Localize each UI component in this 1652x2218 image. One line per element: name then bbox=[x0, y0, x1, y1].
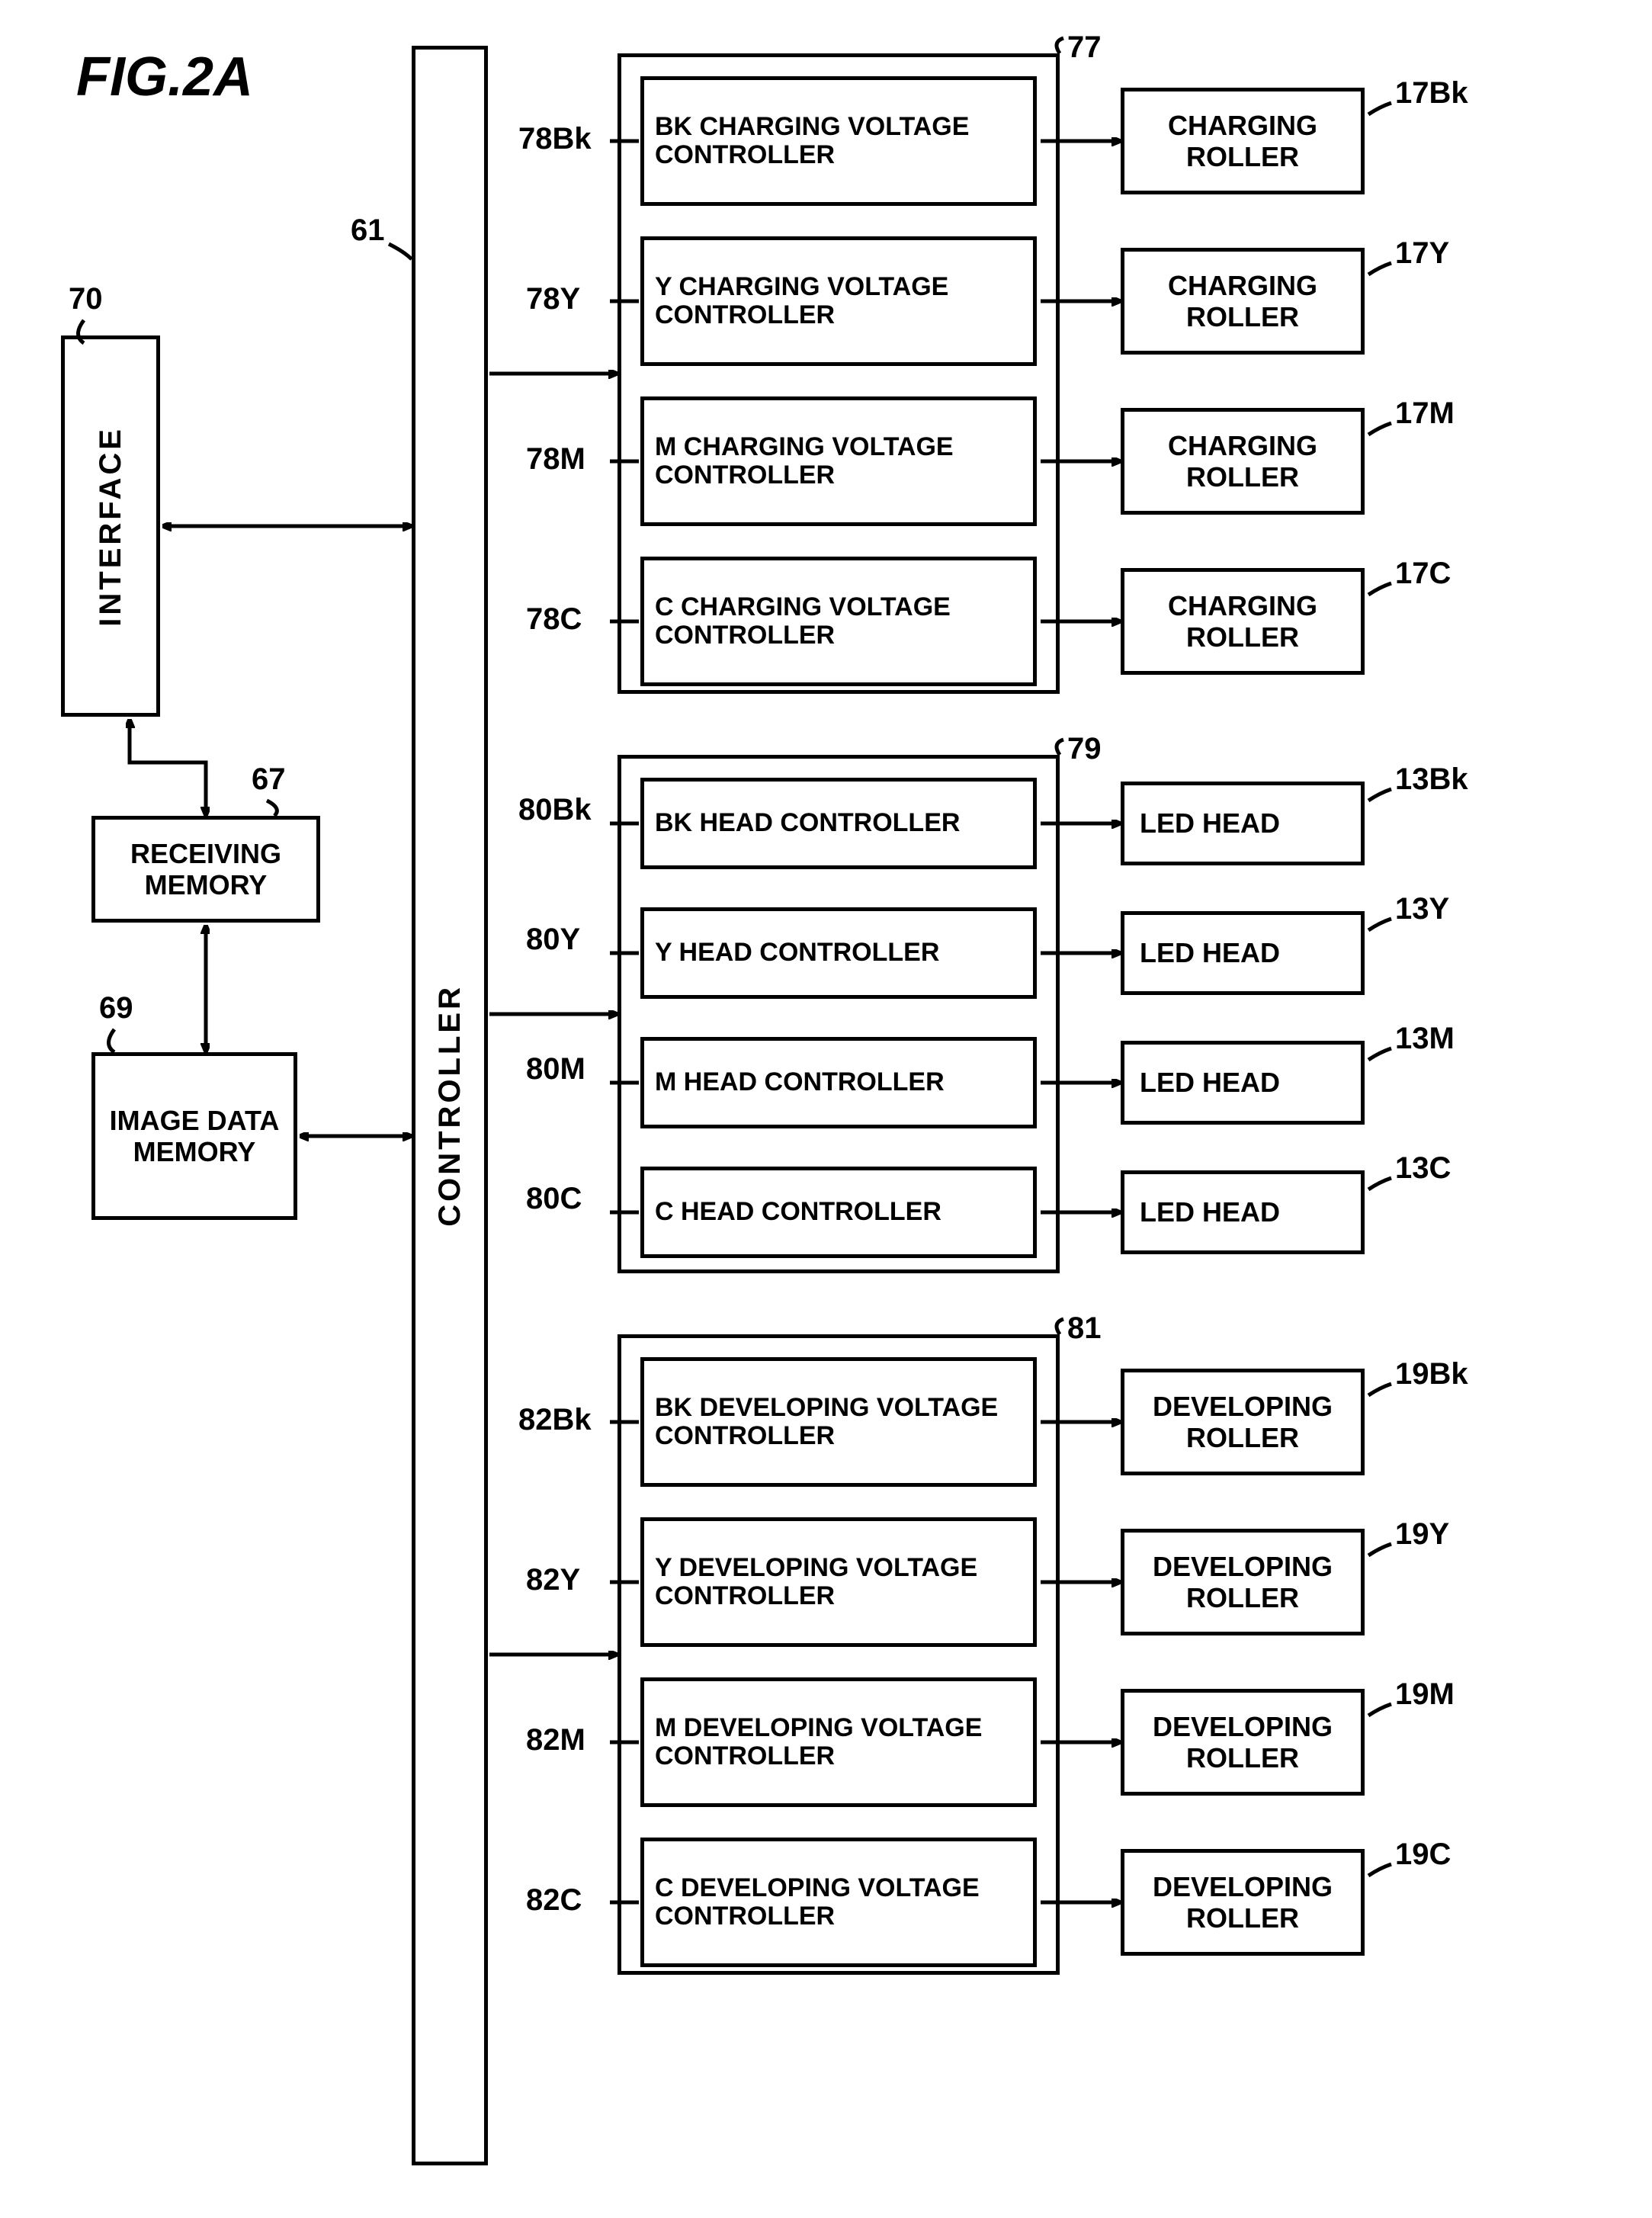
ref-developing-group: 81 bbox=[1067, 1311, 1102, 1346]
ref-charging-group: 77 bbox=[1067, 30, 1102, 65]
ref-19m: 19M bbox=[1395, 1677, 1455, 1712]
controller-block: CONTROLLER bbox=[412, 46, 488, 2165]
ref-controller: 61 bbox=[351, 213, 385, 248]
ref-82c: 82C bbox=[526, 1883, 582, 1918]
ref-13bk: 13Bk bbox=[1395, 762, 1468, 797]
ref-17y: 17Y bbox=[1395, 236, 1449, 271]
ref-82bk: 82Bk bbox=[518, 1403, 592, 1437]
ref-13y: 13Y bbox=[1395, 892, 1449, 926]
ref-78m: 78M bbox=[526, 442, 585, 477]
ref-19c: 19C bbox=[1395, 1838, 1451, 1872]
interface-block: INTERFACE bbox=[61, 335, 160, 717]
c-charging-roller: CHARGING ROLLER bbox=[1121, 568, 1365, 675]
bk-developing-roller: DEVELOPING ROLLER bbox=[1121, 1369, 1365, 1475]
m-developing-controller: M DEVELOPING VOLTAGE CONTROLLER bbox=[640, 1677, 1037, 1807]
ref-80bk: 80Bk bbox=[518, 793, 592, 827]
c-head-controller: C HEAD CONTROLLER bbox=[640, 1167, 1037, 1258]
ref-head-group: 79 bbox=[1067, 732, 1102, 766]
ref-17m: 17M bbox=[1395, 396, 1455, 431]
receiving-memory-label: RECEIVING MEMORY bbox=[101, 838, 310, 901]
image-data-memory-label: IMAGE DATA MEMORY bbox=[101, 1105, 287, 1168]
y-led-head: LED HEAD bbox=[1121, 911, 1365, 995]
y-charging-controller: Y CHARGING VOLTAGE CONTROLLER bbox=[640, 236, 1037, 366]
y-head-controller: Y HEAD CONTROLLER bbox=[640, 907, 1037, 999]
ref-82y: 82Y bbox=[526, 1563, 580, 1597]
ref-78c: 78C bbox=[526, 602, 582, 637]
c-developing-roller: DEVELOPING ROLLER bbox=[1121, 1849, 1365, 1956]
ref-82m: 82M bbox=[526, 1723, 585, 1757]
m-head-controller: M HEAD CONTROLLER bbox=[640, 1037, 1037, 1128]
ref-78y: 78Y bbox=[526, 282, 580, 316]
bk-head-controller: BK HEAD CONTROLLER bbox=[640, 778, 1037, 869]
block-diagram: FIG.2A 70 INTERFACE 67 RECEIVING MEMORY … bbox=[30, 30, 1622, 2188]
y-charging-roller: CHARGING ROLLER bbox=[1121, 248, 1365, 355]
ref-19y: 19Y bbox=[1395, 1517, 1449, 1552]
image-data-memory-block: IMAGE DATA MEMORY bbox=[91, 1052, 297, 1220]
bk-charging-roller: CHARGING ROLLER bbox=[1121, 88, 1365, 194]
controller-label: CONTROLLER bbox=[432, 984, 467, 1227]
bk-led-head: LED HEAD bbox=[1121, 782, 1365, 865]
interface-label: INTERFACE bbox=[93, 426, 128, 627]
ref-17c: 17C bbox=[1395, 557, 1451, 591]
ref-13c: 13C bbox=[1395, 1151, 1451, 1186]
ref-80y: 80Y bbox=[526, 923, 580, 957]
bk-charging-controller: BK CHARGING VOLTAGE CONTROLLER bbox=[640, 76, 1037, 206]
m-led-head: LED HEAD bbox=[1121, 1041, 1365, 1125]
ref-interface: 70 bbox=[69, 282, 103, 316]
m-developing-roller: DEVELOPING ROLLER bbox=[1121, 1689, 1365, 1796]
m-charging-roller: CHARGING ROLLER bbox=[1121, 408, 1365, 515]
ref-13m: 13M bbox=[1395, 1022, 1455, 1056]
bk-developing-controller: BK DEVELOPING VOLTAGE CONTROLLER bbox=[640, 1357, 1037, 1487]
ref-80c: 80C bbox=[526, 1182, 582, 1216]
y-developing-roller: DEVELOPING ROLLER bbox=[1121, 1529, 1365, 1635]
ref-receiving: 67 bbox=[252, 762, 286, 797]
m-charging-controller: M CHARGING VOLTAGE CONTROLLER bbox=[640, 396, 1037, 526]
figure-title: FIG.2A bbox=[76, 46, 253, 108]
y-developing-controller: Y DEVELOPING VOLTAGE CONTROLLER bbox=[640, 1517, 1037, 1647]
c-led-head: LED HEAD bbox=[1121, 1170, 1365, 1254]
receiving-memory-block: RECEIVING MEMORY bbox=[91, 816, 320, 923]
ref-80m: 80M bbox=[526, 1052, 585, 1087]
ref-78bk: 78Bk bbox=[518, 122, 592, 156]
c-developing-controller: C DEVELOPING VOLTAGE CONTROLLER bbox=[640, 1838, 1037, 1967]
ref-19bk: 19Bk bbox=[1395, 1357, 1468, 1391]
c-charging-controller: C CHARGING VOLTAGE CONTROLLER bbox=[640, 557, 1037, 686]
ref-17bk: 17Bk bbox=[1395, 76, 1468, 111]
ref-imagedata: 69 bbox=[99, 991, 133, 1026]
